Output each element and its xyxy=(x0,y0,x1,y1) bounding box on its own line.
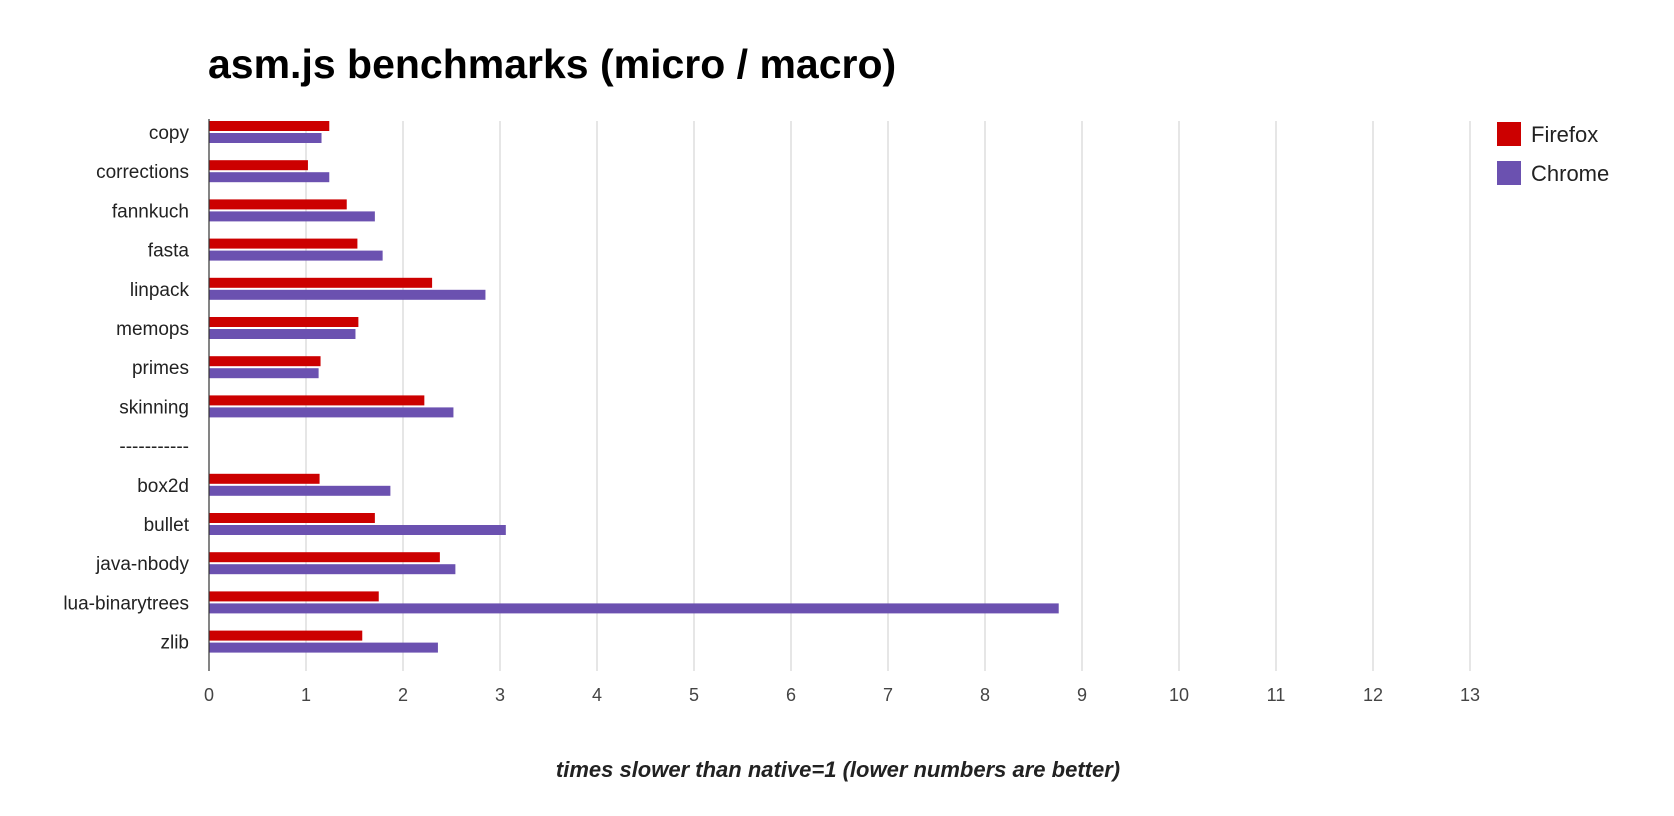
bar-chrome xyxy=(209,250,383,261)
bar-firefox xyxy=(209,277,433,288)
x-tick-label: 0 xyxy=(204,685,214,705)
bar-chrome xyxy=(209,564,456,575)
category-label: ----------- xyxy=(119,437,189,458)
x-tick-label: 12 xyxy=(1363,685,1383,705)
x-tick-label: 2 xyxy=(398,685,408,705)
legend-label: Firefox xyxy=(1531,122,1598,147)
bar-chrome xyxy=(209,329,356,339)
category-label: box2d xyxy=(137,476,189,497)
bar-chrome xyxy=(209,133,322,143)
bar-firefox xyxy=(209,199,347,210)
category-label: memops xyxy=(116,319,189,340)
category-label: fannkuch xyxy=(112,201,189,222)
category-label: corrections xyxy=(96,162,189,183)
bar-chrome xyxy=(209,407,454,418)
x-tick-label: 8 xyxy=(980,685,990,705)
bars xyxy=(209,121,1059,653)
x-tick-label: 5 xyxy=(689,685,699,705)
bar-firefox xyxy=(209,160,308,171)
x-tick-labels: 0 1 2 3 4 5 6 7 8 9 10 11 12 13 xyxy=(204,685,1480,705)
bar-firefox xyxy=(209,356,321,367)
bar-chrome xyxy=(209,211,375,222)
category-label: skinning xyxy=(119,397,189,418)
bar-chrome xyxy=(209,368,319,379)
bar-firefox xyxy=(209,513,375,523)
x-tick-label: 1 xyxy=(301,685,311,705)
x-tick-label: 9 xyxy=(1077,685,1087,705)
category-label: lua-binarytrees xyxy=(63,593,189,614)
category-label: java-nbody xyxy=(95,554,189,575)
bar-firefox xyxy=(209,121,330,131)
chart-title: asm.js benchmarks (micro / macro) xyxy=(208,41,896,87)
bar-chrome xyxy=(209,603,1059,614)
bar-firefox xyxy=(209,395,425,406)
category-labels: copy corrections fannkuch fasta linpack memop… xyxy=(63,123,189,654)
category-label: fasta xyxy=(148,241,190,262)
bar-chrome xyxy=(209,485,391,496)
category-label: linpack xyxy=(130,280,190,301)
category-label: primes xyxy=(132,358,189,379)
x-tick-label: 13 xyxy=(1460,685,1480,705)
bar-firefox xyxy=(209,552,440,563)
legend: Firefox Chrome xyxy=(1497,122,1609,186)
bar-chrome xyxy=(209,642,438,653)
category-label: zlib xyxy=(160,633,189,654)
x-tick-label: 10 xyxy=(1169,685,1189,705)
category-label: bullet xyxy=(144,515,190,536)
x-axis-label: times slower than native=1 (lower number… xyxy=(556,757,1120,782)
bar-firefox xyxy=(209,473,320,484)
x-tick-label: 3 xyxy=(495,685,505,705)
legend-swatch xyxy=(1497,122,1521,146)
grid-lines xyxy=(305,121,1471,671)
bar-firefox xyxy=(209,238,358,249)
legend-label: Chrome xyxy=(1531,161,1609,186)
bar-chrome xyxy=(209,289,486,300)
x-tick-label: 7 xyxy=(883,685,893,705)
bar-chrome xyxy=(209,172,330,183)
legend-swatch xyxy=(1497,161,1521,185)
bar-firefox xyxy=(209,591,379,602)
bar-firefox xyxy=(209,317,359,327)
bar-chrome xyxy=(209,525,506,535)
category-label: copy xyxy=(149,123,190,144)
bar-firefox xyxy=(209,630,363,641)
x-tick-label: 6 xyxy=(786,685,796,705)
x-tick-label: 11 xyxy=(1267,685,1286,705)
x-tick-label: 4 xyxy=(592,685,602,705)
